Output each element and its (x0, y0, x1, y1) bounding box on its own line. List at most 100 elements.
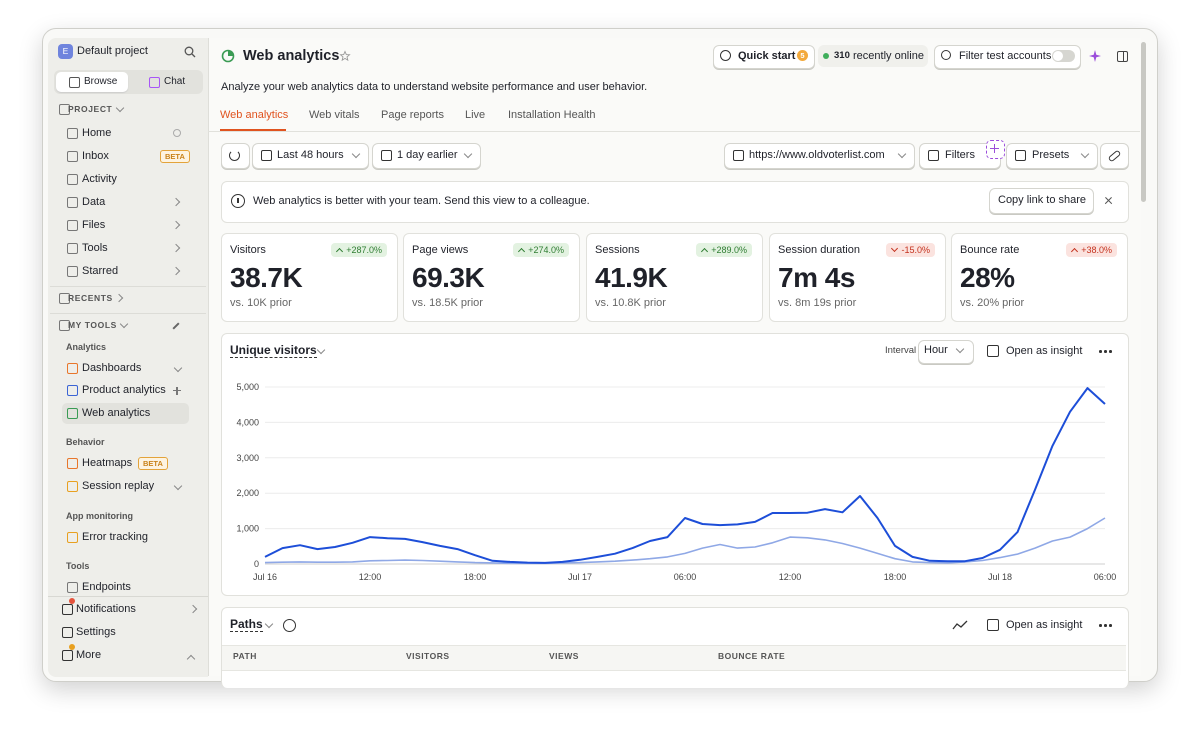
search-icon[interactable] (184, 46, 196, 58)
item-icon (67, 220, 78, 231)
stat-value: 38.7K (230, 262, 303, 293)
open-insight[interactable]: Open as insight (1006, 619, 1083, 631)
column-header: VIEWS (549, 651, 579, 661)
item-icon (59, 104, 70, 115)
paths-title[interactable]: Paths (230, 617, 263, 632)
tab[interactable]: Live (465, 109, 486, 121)
tab[interactable]: Web vitals (309, 109, 360, 121)
open-icon (987, 345, 999, 357)
open-insight[interactable]: Open as insight (1006, 345, 1083, 357)
interval-label: Interval (885, 345, 917, 356)
trend-toggle[interactable] (952, 620, 968, 630)
tab[interactable]: Page reports (381, 109, 444, 121)
nav-item[interactable]: Dashboards (82, 362, 142, 374)
copy-btn[interactable] (989, 188, 1094, 214)
nav-item[interactable]: Starred (82, 265, 119, 277)
add-filter[interactable] (986, 140, 1005, 159)
stat-prior: vs. 20% prior (960, 297, 1025, 309)
nav-item[interactable]: Notifications (76, 603, 136, 615)
stat-prior: vs. 10K prior (230, 297, 292, 309)
button-text: Presets (1032, 149, 1070, 161)
sparkle-icon[interactable] (1089, 50, 1101, 62)
more-dot[interactable] (1109, 624, 1112, 627)
button-text: Copy link to share (998, 194, 1087, 206)
item-icon (67, 266, 78, 277)
nav-item[interactable]: Session replay (82, 480, 155, 492)
chart-title[interactable]: Unique visitors (230, 343, 317, 358)
product-icon (221, 49, 235, 63)
item-icon (59, 293, 70, 304)
badge: 5 (797, 50, 808, 61)
x-tick-label: Jul 17 (568, 572, 592, 582)
more-dot[interactable] (1104, 350, 1107, 353)
panel-icon[interactable] (1117, 51, 1128, 62)
active-item (62, 403, 189, 424)
select-text: Hour (924, 344, 948, 356)
sidebar-bottom (48, 596, 208, 677)
nav-item[interactable]: More (76, 649, 102, 661)
page-title: Web analytics (243, 48, 340, 64)
x-tick-label: Jul 16 (253, 572, 277, 582)
nav-item[interactable]: Inbox (82, 150, 109, 162)
tab[interactable]: Installation Health (508, 109, 596, 121)
nav-item[interactable]: Web analytics (82, 407, 151, 419)
more-dot[interactable] (1109, 350, 1112, 353)
project-name[interactable]: Default project (77, 45, 148, 57)
button-text: 1 day earlier (397, 149, 458, 161)
item-icon (67, 174, 78, 185)
stat-label: Sessions (595, 244, 640, 256)
tab[interactable]: Chat (164, 76, 186, 87)
item-icon (62, 627, 73, 638)
star-icon[interactable] (339, 50, 351, 62)
nav-item[interactable]: Product analytics (82, 384, 166, 396)
nav-item[interactable]: Error tracking (82, 531, 149, 543)
stat-prior: vs. 8m 19s prior (778, 297, 857, 309)
scrollbar[interactable] (1141, 42, 1146, 202)
online-pill (818, 45, 928, 67)
x-tick-label: 06:00 (674, 572, 697, 582)
nav-item[interactable]: Home (82, 127, 112, 139)
toggle-knob (1053, 51, 1063, 61)
more-dot[interactable] (1104, 624, 1107, 627)
item-icon (67, 481, 78, 492)
trend-icon (1071, 247, 1079, 256)
nav-item[interactable]: Activity (82, 173, 117, 185)
nav-item[interactable]: Heatmaps (82, 457, 133, 469)
link-btn[interactable] (1100, 143, 1129, 169)
plus (994, 144, 996, 153)
group-title: Tools (66, 561, 90, 571)
more-dot[interactable] (1099, 624, 1102, 627)
x-tick-label: 12:00 (359, 572, 382, 582)
y-tick-label: 5,000 (236, 382, 259, 392)
tab[interactable]: Web analytics (220, 109, 289, 121)
beta-badge: BETA (138, 457, 168, 470)
nav-item[interactable]: Files (82, 219, 106, 231)
tab[interactable]: Browse (84, 76, 118, 87)
button-text: Last 48 hours (277, 149, 344, 161)
presets-btn[interactable] (1006, 143, 1098, 169)
column-header: BOUNCE RATE (718, 651, 786, 661)
nav-item[interactable]: Tools (82, 242, 108, 254)
group-title: Analytics (66, 342, 107, 352)
item-icon (69, 77, 80, 88)
compare-btn[interactable] (372, 143, 481, 169)
y-tick-label: 3,000 (236, 453, 259, 463)
item-icon (67, 582, 78, 593)
item-icon (67, 458, 78, 469)
url-btn[interactable] (724, 143, 915, 169)
chart-card (221, 333, 1129, 596)
quick-icon (720, 50, 731, 61)
more-dot[interactable] (1099, 350, 1102, 353)
interval-select[interactable] (918, 340, 974, 364)
item-icon (928, 150, 939, 161)
nav-item[interactable]: Settings (76, 626, 116, 638)
info-icon (283, 619, 296, 632)
x-tick-label: Jul 18 (988, 572, 1012, 582)
nav-item[interactable]: Data (82, 196, 106, 208)
group-title: Behavior (66, 437, 105, 447)
refresh-btn[interactable] (221, 143, 250, 169)
stat-label: Visitors (230, 244, 266, 256)
section-header: MY TOOLS (68, 320, 117, 330)
nav-item[interactable]: Endpoints (82, 581, 131, 593)
